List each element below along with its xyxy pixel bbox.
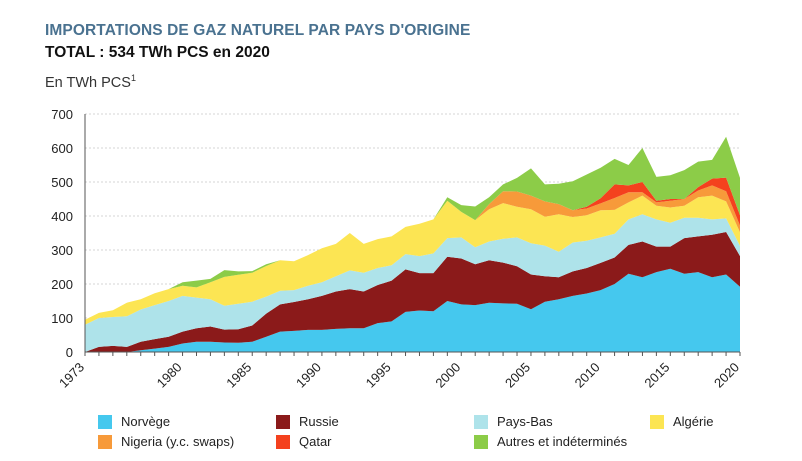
x-tick-label: 2005 bbox=[502, 360, 533, 391]
unit-text: En TWh PCS bbox=[45, 74, 131, 91]
stacked-area-chart: 0 100 200 300 400 500 600 700 1973 1980 1985 1990 19… bbox=[51, 107, 742, 391]
y-tick-label: 700 bbox=[51, 107, 73, 122]
x-tick-label: 2010 bbox=[572, 360, 603, 391]
y-tick-label: 600 bbox=[51, 141, 73, 156]
x-tick-label: 2020 bbox=[711, 360, 742, 391]
y-tick-label: 400 bbox=[51, 209, 73, 224]
legend: Norvège Russie Pays-Bas Algérie Nigeria (y.c… bbox=[98, 414, 758, 454]
series-area-6 bbox=[85, 136, 740, 320]
legend-swatch bbox=[474, 414, 488, 429]
y-tick-label: 0 bbox=[66, 345, 73, 360]
y-tick-label: 500 bbox=[51, 175, 73, 190]
legend-label: Algérie bbox=[673, 414, 714, 429]
legend-label: Autres et indéterminés bbox=[497, 434, 628, 449]
legend-item: Algérie bbox=[650, 414, 713, 429]
y-tick-label: 300 bbox=[51, 243, 73, 258]
series-area-1 bbox=[85, 232, 740, 352]
legend-item: Norvège bbox=[98, 414, 170, 429]
legend-label: Qatar bbox=[299, 434, 332, 449]
unit-footnote-mark: 1 bbox=[130, 73, 136, 83]
x-tick-label: 2015 bbox=[641, 360, 672, 391]
y-tick-label: 100 bbox=[51, 311, 73, 326]
legend-swatch bbox=[98, 434, 112, 449]
chart-title: IMPORTATIONS DE GAZ NATUREL PAR PAYS D'O… bbox=[45, 22, 471, 39]
y-tick-label: 200 bbox=[51, 277, 73, 292]
legend-label: Pays-Bas bbox=[497, 414, 553, 429]
legend-label: Nigeria (y.c. swaps) bbox=[121, 434, 235, 449]
x-tick-label: 1980 bbox=[154, 360, 185, 391]
legend-swatch bbox=[276, 434, 290, 449]
unit-label: En TWh PCS1 bbox=[45, 73, 136, 91]
legend-label: Russie bbox=[299, 414, 339, 429]
x-tick-label: 1973 bbox=[56, 360, 87, 391]
legend-swatch bbox=[276, 414, 290, 429]
legend-swatch bbox=[474, 434, 488, 449]
series-area-2 bbox=[85, 214, 740, 352]
series-area-0 bbox=[85, 268, 740, 352]
legend-label: Norvège bbox=[121, 414, 171, 429]
x-tick-label: 1985 bbox=[223, 360, 254, 391]
legend-item: Russie bbox=[276, 414, 339, 429]
legend-item: Pays-Bas bbox=[474, 414, 553, 429]
series-area-3 bbox=[85, 195, 740, 325]
legend-item: Nigeria (y.c. swaps) bbox=[98, 434, 234, 449]
legend-swatch bbox=[650, 414, 664, 429]
chart-subtitle: TOTAL : 534 TWh PCS en 2020 bbox=[45, 44, 270, 61]
x-tick-label: 2000 bbox=[432, 360, 463, 391]
x-tick-label: 1995 bbox=[363, 360, 394, 391]
legend-swatch bbox=[98, 414, 112, 429]
x-tick-label: 1990 bbox=[293, 360, 324, 391]
legend-item: Qatar bbox=[276, 434, 332, 449]
legend-item: Autres et indéterminés bbox=[474, 434, 627, 449]
